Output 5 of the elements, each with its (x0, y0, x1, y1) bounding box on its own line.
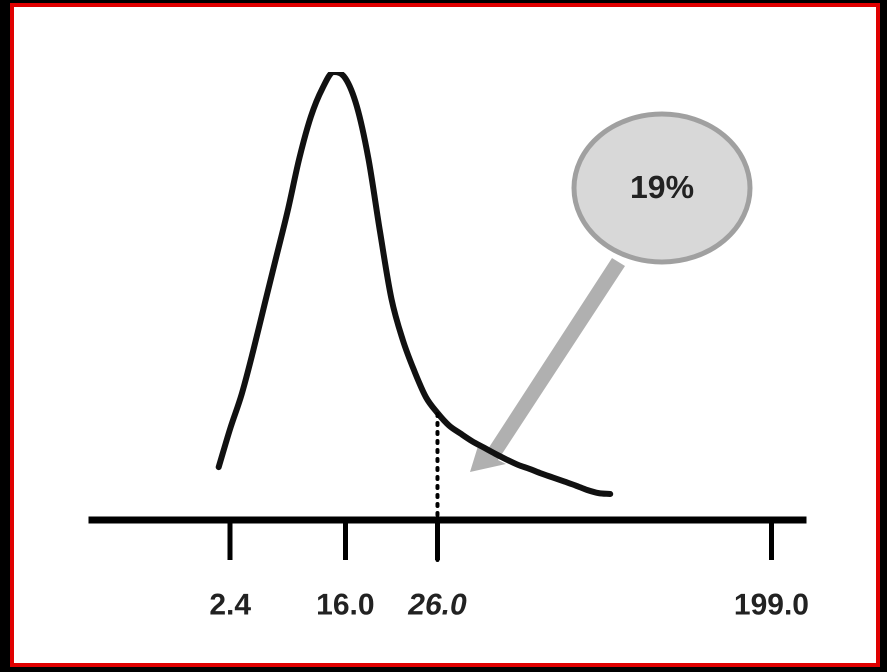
annotation: 19% (630, 169, 694, 205)
x-tick-label: 26.0 (407, 588, 467, 622)
x-tick-label: 2.4 (209, 588, 252, 622)
x-tick-label: 199.0 (734, 588, 809, 622)
x-tick-label: 16.0 (316, 588, 375, 622)
